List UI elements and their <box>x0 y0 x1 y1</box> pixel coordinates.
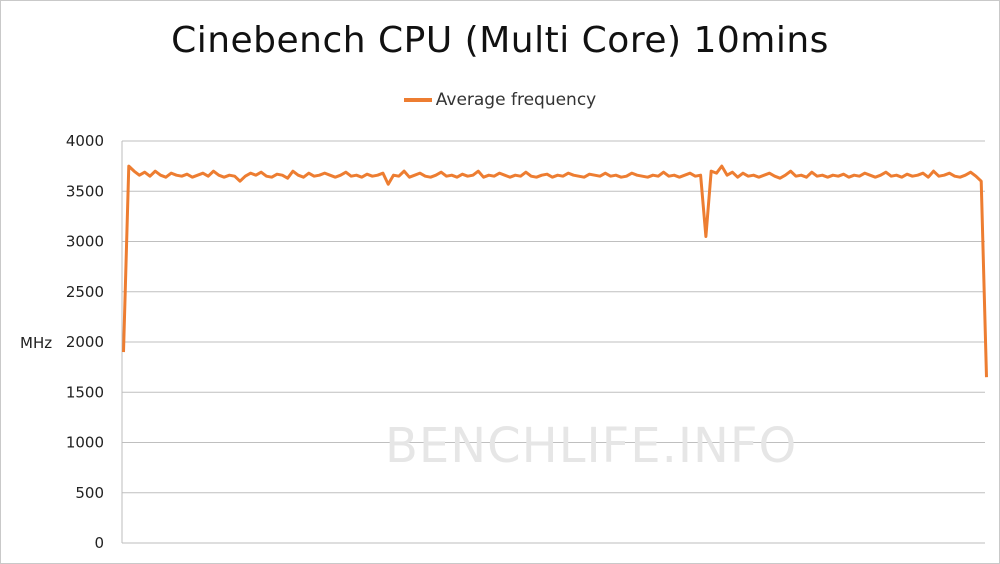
watermark-text: BENCHLIFE.INFO <box>385 418 797 474</box>
y-tick-label: 2000 <box>66 333 104 351</box>
y-tick-label: 2500 <box>66 283 104 301</box>
y-axis-ticks: 0 500 1000 1500 2000 2500 3000 3500 4000 <box>66 132 104 552</box>
series-layer <box>122 164 988 378</box>
chart-title: Cinebench CPU (Multi Core) 10mins <box>171 20 829 61</box>
y-tick-label: 3500 <box>66 182 104 200</box>
y-axis-label: MHz <box>20 334 52 352</box>
series-line-average-frequency <box>122 164 988 378</box>
y-tick-label: 1500 <box>66 383 104 401</box>
legend-swatch-average-frequency <box>403 98 432 102</box>
chart-legend: Average frequency <box>0 90 1000 110</box>
y-tick-label: 4000 <box>66 132 104 150</box>
y-tick-label: 3000 <box>66 233 104 251</box>
legend-label-average-frequency: Average frequency <box>435 90 597 110</box>
chart-gridlines <box>122 140 985 494</box>
y-tick-label: 0 <box>94 534 104 552</box>
y-tick-label: 1000 <box>66 434 104 452</box>
y-tick-label: 500 <box>75 484 104 502</box>
